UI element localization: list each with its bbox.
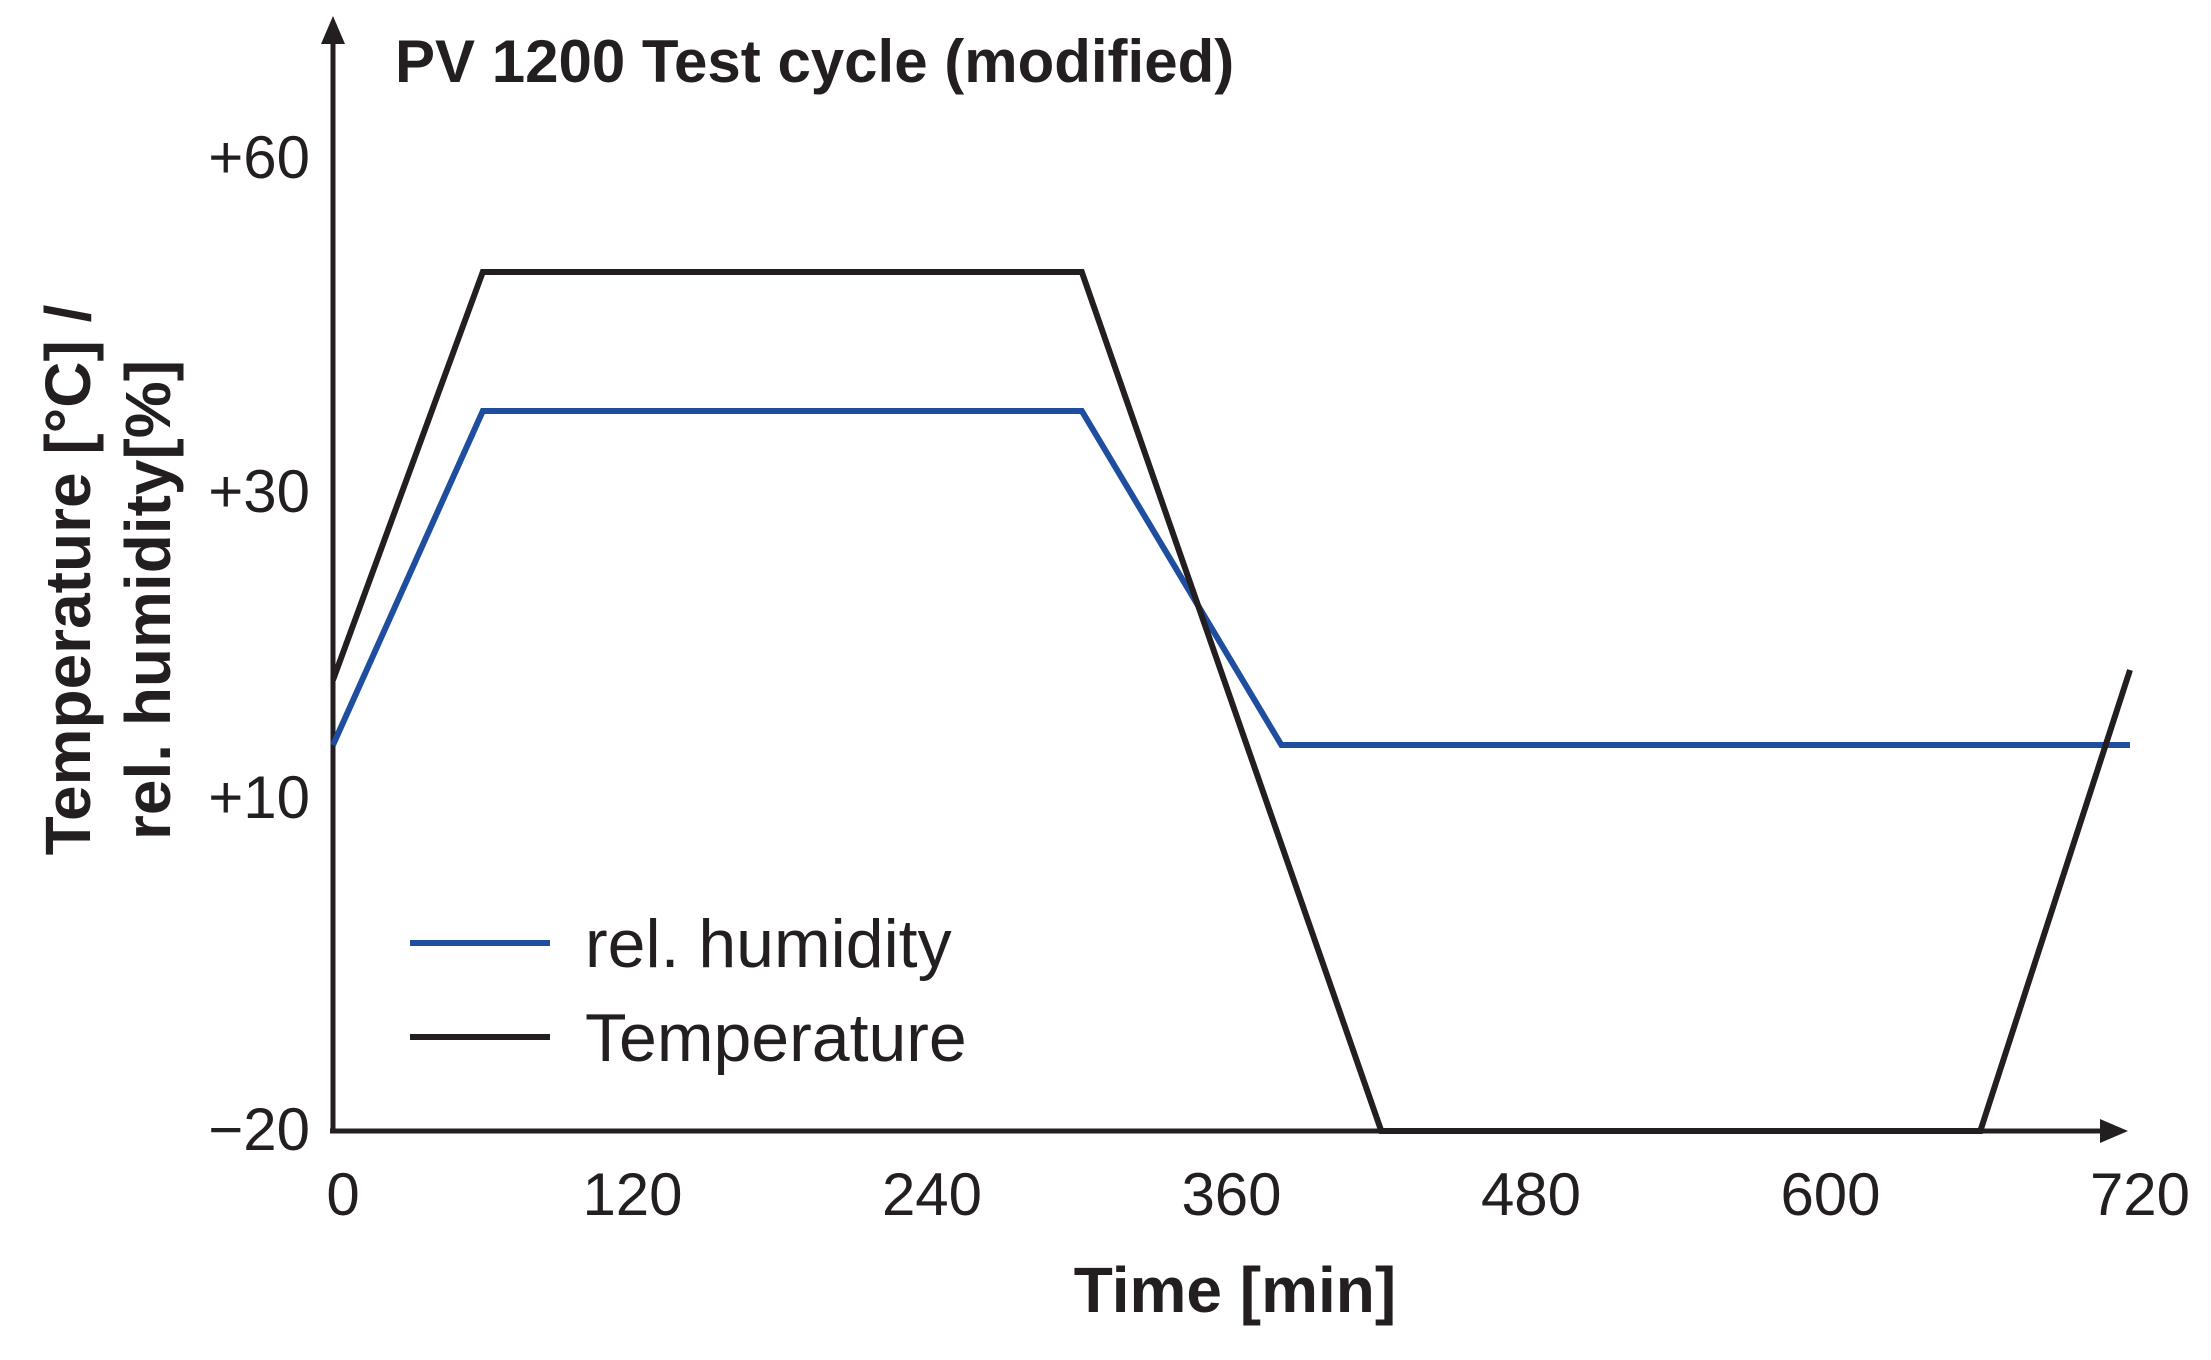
chart-title: PV 1200 Test cycle (modified) [395, 28, 1234, 95]
humidity-series-line [330, 408, 2130, 748]
x-tick-labels: 0 120 240 360 480 600 720 [326, 1161, 2190, 1228]
x-tick-label: 120 [582, 1161, 682, 1228]
x-axis-title: Time [min] [1074, 1254, 1396, 1326]
series-lines [330, 269, 2133, 1134]
temperature-series-line [330, 269, 2133, 1134]
y-tick-label: +10 [208, 764, 310, 831]
x-tick-label: 480 [1481, 1161, 1581, 1228]
x-tick-label: 0 [326, 1161, 359, 1228]
x-tick-label: 720 [2090, 1161, 2190, 1228]
x-tick-label: 240 [882, 1161, 982, 1228]
legend-label: rel. humidity [585, 906, 952, 982]
y-tick-label: −20 [208, 1096, 310, 1163]
y-tick-label: +60 [208, 124, 310, 191]
x-axis-arrow [2100, 1119, 2128, 1143]
y-axis-title: Temperature [°C] / rel. humidity[%] [32, 304, 184, 855]
legend-label: Temperature [585, 1000, 967, 1076]
y-axis-title-line1: Temperature [°C] / [32, 304, 104, 855]
y-tick-label: +30 [208, 458, 310, 525]
y-axis-title-line2: rel. humidity[%] [112, 360, 184, 840]
x-tick-label: 360 [1181, 1161, 1281, 1228]
y-tick-labels: +60 +30 +10 −20 [208, 124, 310, 1163]
legend: rel. humidity Temperature [410, 906, 967, 1076]
y-axis-arrow [321, 16, 345, 44]
x-tick-label: 600 [1780, 1161, 1880, 1228]
